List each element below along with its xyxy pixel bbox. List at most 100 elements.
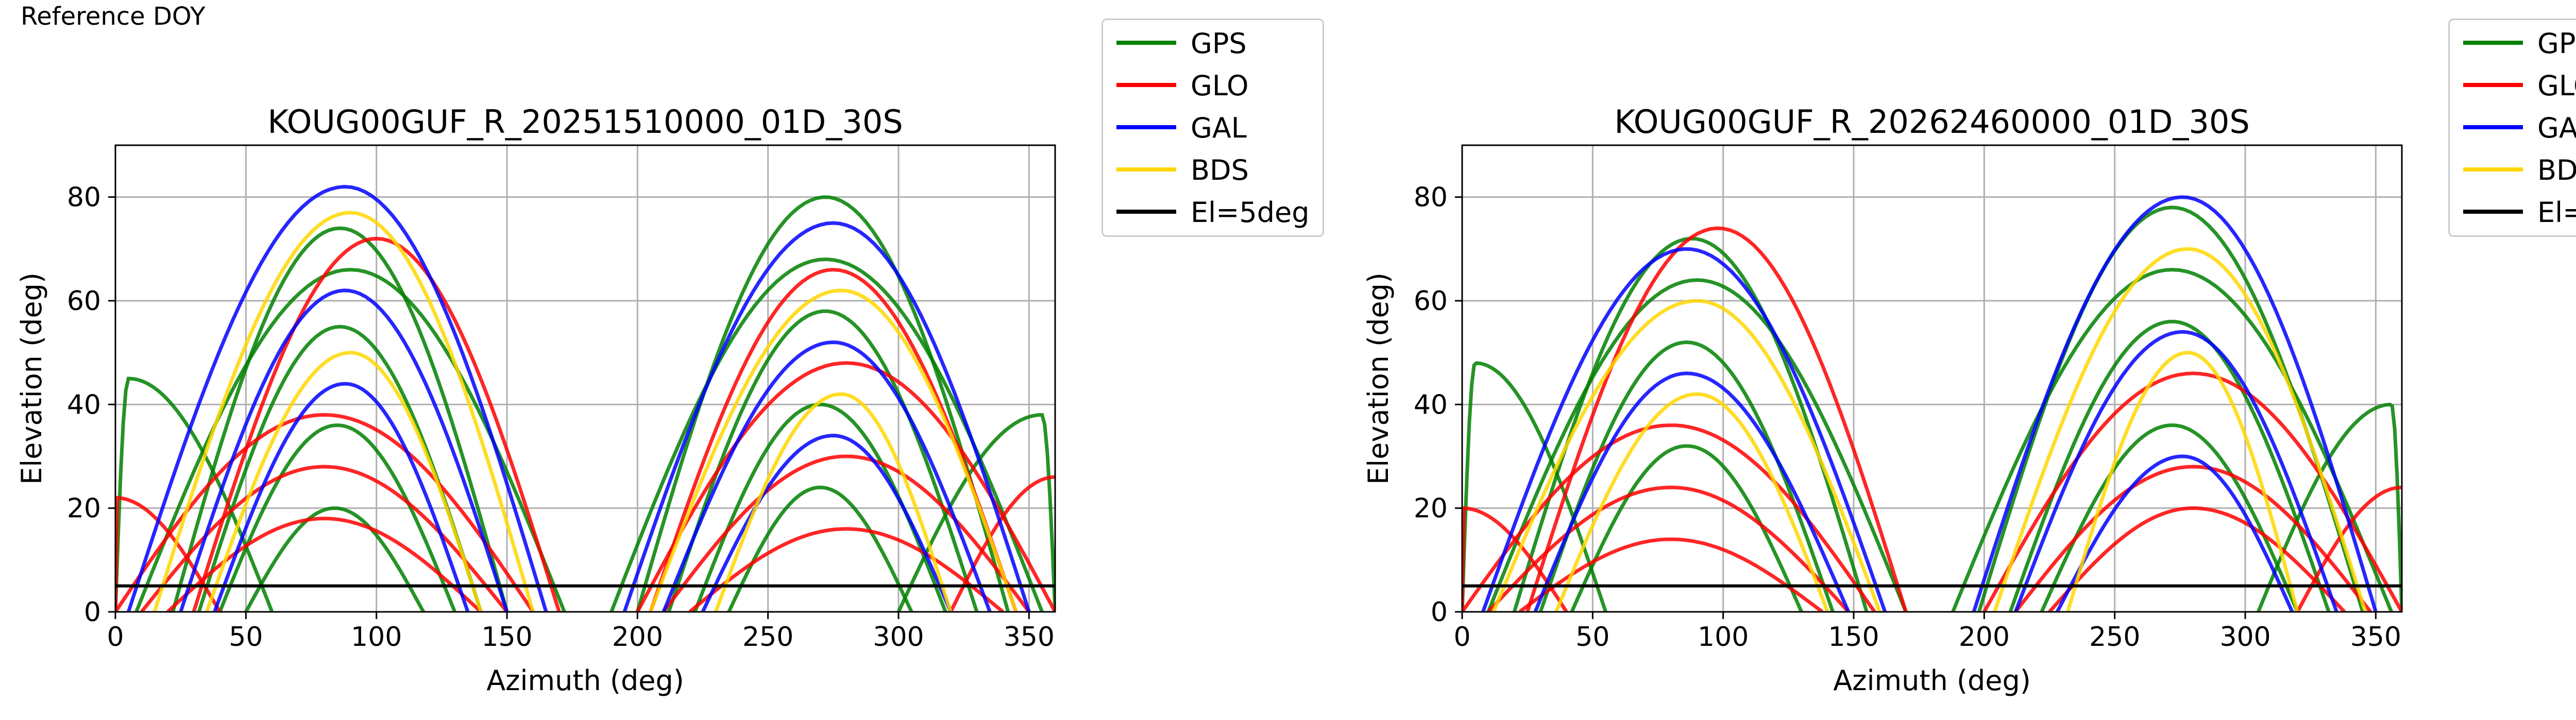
satellite-tracks <box>1462 195 2402 612</box>
x-tick-label: 150 <box>481 622 532 653</box>
x-tick-label: 200 <box>612 622 663 653</box>
x-tick-label: 300 <box>873 622 924 653</box>
legend-label-elevation-mask: El=5deg <box>2537 196 2576 229</box>
legend-swatch-glo <box>1116 83 1176 87</box>
track-bds <box>2066 351 2299 612</box>
legend-item-elevation-mask: El=5deg <box>2450 190 2576 231</box>
x-tick-label: 200 <box>1959 622 2010 653</box>
legend-swatch-gps <box>1116 41 1176 45</box>
legend-item-gps: GPS <box>1103 21 1323 62</box>
y-tick-label: 20 <box>67 493 101 524</box>
legend-swatch-elevation-mask <box>1116 210 1176 214</box>
y-tick-label: 0 <box>1431 597 1448 628</box>
x-axis-label: Azimuth (deg) <box>1833 664 2031 697</box>
legend-item-gal: GAL <box>1103 106 1323 147</box>
legend-1: GPS GLO GAL BDS El=5deg <box>1101 19 1324 237</box>
series-gal <box>1481 195 2378 612</box>
track-gal <box>622 221 1031 612</box>
track-gps <box>1538 340 1835 612</box>
track-bds <box>152 211 535 612</box>
grid-lines <box>114 145 1055 613</box>
x-tick-label: 250 <box>742 622 793 653</box>
series-bds <box>1492 247 2367 612</box>
track-glo <box>140 465 509 612</box>
track-gps <box>1462 361 1608 612</box>
track-gal <box>1481 247 1887 612</box>
chart-panel-2: 0 50 100 150 200 250 300 350 0 20 40 60 80 KOUG00GUF_… <box>1347 0 2576 720</box>
legend-item-bds: BDS <box>2450 148 2576 189</box>
legend-2: GPS GLO GAL BDS El=5deg <box>2448 19 2576 237</box>
track-glo <box>949 475 1055 612</box>
legend-swatch-gps <box>2463 41 2523 45</box>
track-gal <box>213 382 470 612</box>
x-tick-label: 100 <box>351 622 402 653</box>
track-glo <box>688 527 1004 612</box>
y-axis-label: Elevation (deg) <box>1362 272 1395 485</box>
track-bds <box>714 392 953 612</box>
y-tick-label: 0 <box>84 597 101 628</box>
legend-label-gal: GAL <box>1191 112 1247 144</box>
track-gal <box>2013 330 2338 612</box>
legend-item-gal: GAL <box>2450 106 2576 147</box>
track-bds <box>649 288 1018 612</box>
track-gps <box>2008 319 2331 612</box>
track-glo <box>192 236 561 612</box>
series-gal <box>126 184 1031 612</box>
y-tick-label: 60 <box>67 286 101 317</box>
legend-item-glo: GLO <box>1103 63 1323 105</box>
y-tick-label: 60 <box>1414 286 1448 317</box>
series-gps <box>1462 205 2402 612</box>
x-axis-label: Azimuth (deg) <box>486 664 684 697</box>
legend-label-gps: GPS <box>2537 27 2576 60</box>
legend-label-elevation-mask: El=5deg <box>1191 196 1310 229</box>
track-glo <box>1526 226 1908 612</box>
track-glo <box>166 517 482 612</box>
track-gps <box>1486 278 1908 612</box>
track-gps <box>171 226 509 612</box>
legend-item-glo: GLO <box>2450 63 2576 105</box>
legend-item-gps: GPS <box>2450 21 2576 62</box>
track-gps <box>896 413 1055 612</box>
track-glo <box>1518 537 1824 612</box>
track-gal <box>126 184 548 612</box>
legend-label-gps: GPS <box>1191 27 1247 60</box>
y-tick-label: 40 <box>1414 389 1448 420</box>
legend-label-bds: BDS <box>2537 154 2576 186</box>
track-gps <box>1951 268 2393 612</box>
legend-item-elevation-mask: El=5deg <box>1103 190 1323 231</box>
x-tick-label: 0 <box>107 622 124 653</box>
plot-frame <box>114 144 1056 613</box>
y-tick-label: 80 <box>1414 182 1448 213</box>
track-gps <box>218 423 456 612</box>
track-gps <box>727 485 913 612</box>
legend-label-gal: GAL <box>2537 112 2576 144</box>
x-tick-label: 50 <box>229 622 263 653</box>
skyplot-chart-2: 0 50 100 150 200 250 300 350 0 20 40 60 80 KOUG00GUF_… <box>1362 103 2403 697</box>
track-glo <box>2048 506 2346 612</box>
y-axis-label: Elevation (deg) <box>15 272 48 485</box>
reference-doy-label: Reference DOY <box>21 2 206 31</box>
track-gal <box>701 434 953 612</box>
x-tick-label: 350 <box>2350 622 2401 653</box>
x-tick-label: 300 <box>2219 622 2270 653</box>
legend-label-glo: GLO <box>1191 70 1249 102</box>
y-tick-label: 80 <box>67 182 101 213</box>
track-glo <box>662 454 1031 612</box>
track-glo <box>636 361 1055 612</box>
legend-label-glo: GLO <box>2537 70 2576 102</box>
track-gal <box>1972 195 2378 612</box>
track-bds <box>1554 392 1829 612</box>
track-gal <box>662 340 992 612</box>
x-tick-label: 50 <box>1575 622 1609 653</box>
legend-swatch-elevation-mask <box>2463 210 2523 214</box>
chart-title: KOUG00GUF_R_20262460000_01D_30S <box>1614 103 2249 141</box>
track-bds <box>1993 247 2367 612</box>
x-tick-label: 350 <box>1004 622 1055 653</box>
x-tick-label: 100 <box>1698 622 1749 653</box>
legend-swatch-glo <box>2463 83 2523 87</box>
y-tick-label: 40 <box>67 389 101 420</box>
skyplot-chart-1: 0 50 100 150 200 250 300 350 0 20 40 60 80 KOUG00GUF_… <box>15 103 1056 697</box>
chart-title: KOUG00GUF_R_20251510000_01D_30S <box>267 103 903 141</box>
track-glo <box>1982 371 2402 612</box>
legend-item-bds: BDS <box>1103 148 1323 189</box>
